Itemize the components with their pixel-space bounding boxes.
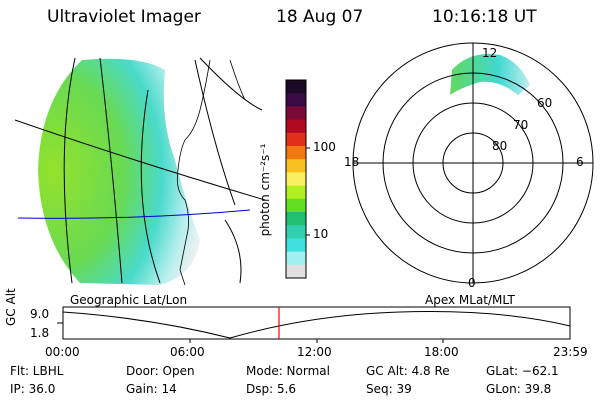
altitude-xtick-0600: 06:00	[170, 345, 205, 359]
colorbar-segment	[286, 172, 306, 187]
footer-mode: Mode: Normal	[246, 364, 330, 378]
colorbar-tick-100: 100	[313, 140, 336, 154]
altitude-ytick-9: 9.0	[30, 307, 50, 321]
altitude-ylabel: GC Alt	[4, 288, 18, 326]
altitude-xtick-2359: 23:59	[553, 345, 588, 359]
colorbar-segment	[286, 251, 306, 266]
colorbar-segment	[286, 80, 306, 94]
altitude-xtick-1200: 12:00	[297, 345, 332, 359]
instrument-title: Ultraviolet Imager	[47, 7, 201, 27]
coastline	[176, 59, 211, 286]
colorbar-segment	[286, 198, 306, 213]
polar-label-80: 80	[492, 139, 508, 153]
altitude-ytick-1-8: 1.8	[30, 326, 50, 340]
date-label: 18 Aug 07	[276, 7, 364, 27]
colorbar-segment	[286, 132, 306, 147]
altitude-xtick-1800: 18:00	[424, 345, 459, 359]
geographic-image-panel	[14, 57, 266, 286]
colorbar-segment	[286, 119, 306, 134]
footer-dsp: Dsp: 5.6	[246, 382, 297, 396]
footer-door: Door: Open	[126, 364, 195, 378]
polar-label-18: 18	[344, 155, 360, 169]
polar-label-60: 60	[537, 96, 553, 110]
colorbar-tick-10: 10	[313, 227, 329, 241]
colorbar-segment	[286, 106, 306, 121]
apex-panel-label: Apex MLat/MLT	[425, 293, 515, 307]
footer-flt: Flt: LBHL	[10, 364, 64, 378]
altitude-curve	[62, 311, 571, 339]
aurora-emission-left	[38, 58, 200, 285]
colorbar-segment	[286, 225, 306, 239]
footer-gain: Gain: 14	[126, 382, 177, 396]
coastline-2	[229, 59, 246, 101]
colorbar-frame	[285, 79, 307, 279]
colorbar-segment	[286, 93, 306, 107]
time-label: 10:16:18 UT	[432, 7, 537, 27]
footer-gc-alt: GC Alt: 4.8 Re	[366, 364, 450, 378]
colorbar-segment	[286, 146, 306, 160]
colorbar-segment	[286, 212, 306, 226]
footer-glon: GLon: 39.8	[486, 382, 552, 396]
polar-label-0: 0	[468, 276, 476, 290]
colorbar-segment	[286, 238, 306, 253]
color-bar	[285, 79, 310, 279]
geographic-panel-label: Geographic Lat/Lon	[70, 293, 188, 307]
footer-seq: Seq: 39	[366, 382, 412, 396]
blue-reference-line	[17, 209, 251, 219]
colorbar-segment	[286, 159, 306, 173]
polar-label-70: 70	[513, 118, 529, 132]
footer-glat: GLat: −62.1	[486, 364, 559, 378]
footer-ip: IP: 36.0	[10, 382, 56, 396]
polar-label-6: 6	[576, 155, 584, 169]
altitude-xtick-0000: 00:00	[45, 345, 80, 359]
colorbar-segment	[286, 185, 306, 200]
polar-plot	[352, 42, 594, 284]
colorbar-segment	[286, 264, 306, 279]
polar-label-12: 12	[482, 46, 498, 60]
